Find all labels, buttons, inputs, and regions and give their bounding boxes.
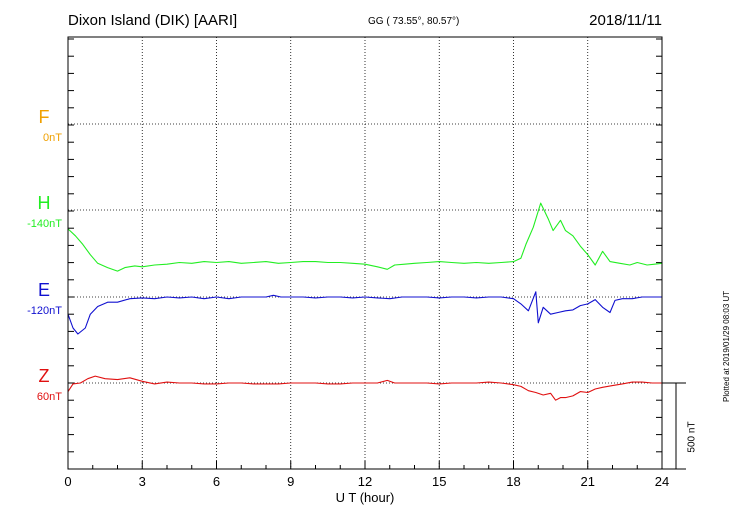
x-tick-label: 24 [655, 474, 669, 489]
scale-bar [662, 382, 686, 470]
channel-baseline-h: -140nT [27, 218, 62, 230]
x-tick-label: 18 [506, 474, 520, 489]
channel-baseline-e: -120nT [27, 305, 62, 317]
x-tick-label: 3 [139, 474, 146, 489]
series-line-e [67, 291, 662, 335]
x-tick-label: 12 [358, 474, 372, 489]
grid-lines [68, 37, 662, 469]
channel-label-e: E [38, 280, 50, 300]
channel-baseline-z: 60nT [37, 391, 62, 403]
geographic-coords: GG ( 73.55°, 80.57°) [368, 16, 460, 27]
date-label: 2018/11/11 [589, 12, 662, 29]
channel-label-h: H [38, 193, 51, 213]
series-line-h [67, 202, 663, 272]
chart-labels: 0 3 6 9 12 15 18 21 24 F 0nT H -140nT E -120nT Z 60nT [27, 107, 669, 489]
plotted-timestamp: Plotted at 2019/01/29 08:03 UT [722, 290, 730, 402]
channel-baseline-f: 0nT [43, 132, 62, 144]
channel-label-f: F [39, 107, 50, 127]
x-tick-label: 15 [432, 474, 446, 489]
plot-frame [67, 36, 663, 470]
x-tick-label: 21 [581, 474, 595, 489]
series-line-z [67, 375, 662, 401]
channel-label-z: Z [39, 366, 50, 386]
scale-bar-label: 500 nT [686, 421, 698, 453]
x-axis-label: U T (hour) [336, 490, 395, 505]
data-series [67, 202, 663, 401]
station-title: Dixon Island (DIK) [AARI] [68, 12, 238, 29]
x-tick-label: 0 [64, 474, 71, 489]
x-tick-label: 6 [213, 474, 220, 489]
x-tick-label: 9 [287, 474, 294, 489]
